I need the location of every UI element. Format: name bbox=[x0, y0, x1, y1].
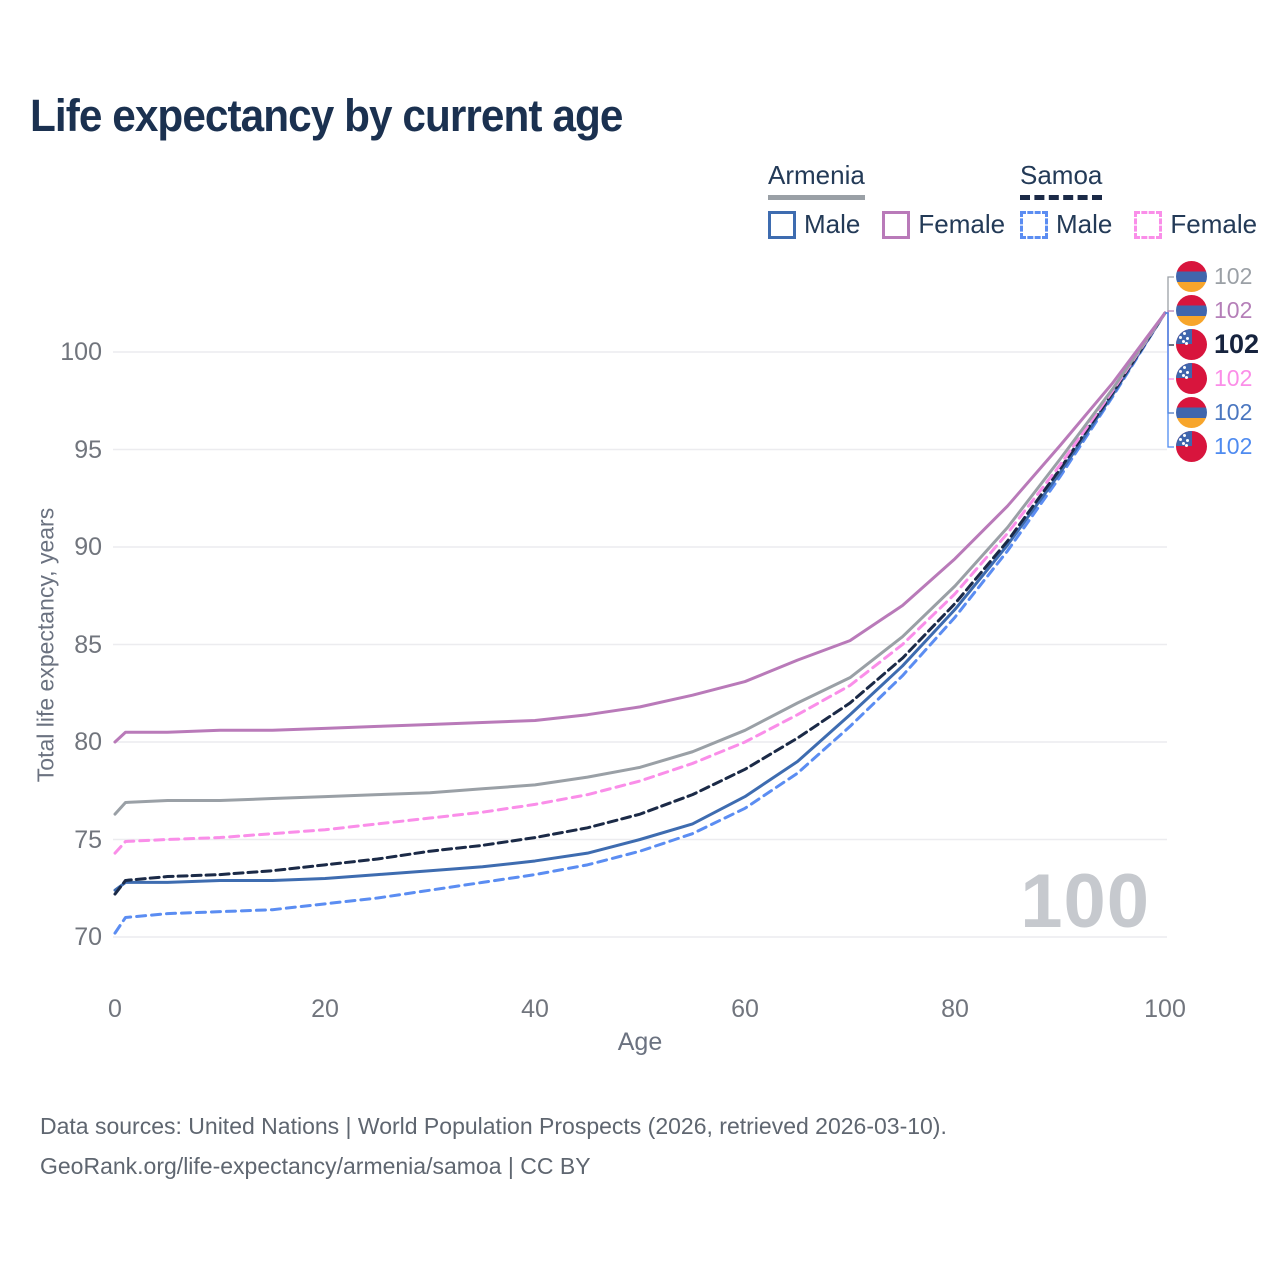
x-tick-0: 0 bbox=[108, 995, 122, 1023]
y-tick-75: 75 bbox=[74, 825, 102, 854]
legend-label-samoa-male: Male bbox=[1056, 209, 1113, 239]
flag-armenia-icon bbox=[1176, 397, 1207, 428]
endpoint-connector-1 bbox=[1165, 276, 1174, 314]
series-line-samoa-male bbox=[113, 311, 1167, 935]
page-title: Life expectancy by current age bbox=[30, 90, 623, 141]
x-tick-80: 80 bbox=[941, 995, 969, 1023]
legend-label-armenia-female: Female bbox=[918, 209, 1006, 239]
y-axis-title: Total life expectancy, years bbox=[32, 507, 59, 783]
endpoint-row-samoa-female: 102 bbox=[1176, 363, 1252, 394]
endpoint-value: 102 bbox=[1214, 433, 1253, 459]
series-line-armenia-female bbox=[113, 311, 1167, 744]
series-line-armenia bbox=[113, 311, 1167, 816]
y-tick-100: 100 bbox=[60, 338, 102, 366]
armenia-female-swatch-icon bbox=[882, 210, 911, 239]
y-tick-70: 70 bbox=[74, 923, 102, 951]
legend-group-armenia: Armenia Male Female bbox=[768, 160, 1005, 240]
armenia-male-swatch-icon bbox=[768, 210, 796, 239]
footer: Data sources: United Nations | World Pop… bbox=[40, 1106, 947, 1186]
endpoint-row-armenia: 102 bbox=[1176, 261, 1252, 292]
flag-armenia-icon bbox=[1176, 261, 1207, 292]
legend-item-samoa-male[interactable]: Male bbox=[1020, 209, 1112, 240]
flag-armenia-icon bbox=[1176, 295, 1207, 326]
legend-item-samoa-female[interactable]: Female bbox=[1134, 209, 1257, 240]
x-tick-100: 100 bbox=[1144, 995, 1186, 1023]
x-tick-40: 40 bbox=[521, 995, 549, 1023]
endpoint-row-armenia-male: 102 bbox=[1176, 397, 1252, 428]
legend-title-armenia[interactable]: Armenia bbox=[768, 160, 865, 200]
legend-items-armenia: Male Female bbox=[768, 209, 1005, 240]
current-age-watermark: 100 bbox=[1020, 859, 1150, 944]
endpoint-value: 102 bbox=[1214, 365, 1253, 391]
flag-samoa-icon bbox=[1176, 329, 1207, 360]
legend-item-armenia-male[interactable]: Male bbox=[768, 209, 860, 240]
endpoint-value: 102 bbox=[1214, 329, 1260, 359]
y-tick-85: 85 bbox=[74, 630, 102, 659]
chart-canvas bbox=[113, 276, 1174, 938]
series-line-armenia-male bbox=[113, 311, 1167, 892]
flag-samoa-icon bbox=[1176, 431, 1207, 462]
series-line-samoa-female bbox=[113, 311, 1167, 855]
samoa-male-swatch-icon bbox=[1020, 210, 1048, 239]
y-tick-80: 80 bbox=[74, 728, 102, 756]
legend-items-samoa: Male Female bbox=[1020, 209, 1257, 240]
endpoint-connector-6 bbox=[1165, 312, 1174, 448]
endpoint-value: 102 bbox=[1214, 297, 1253, 323]
endpoint-connector-3 bbox=[1165, 312, 1174, 346]
endpoint-row-armenia-female: 102 bbox=[1176, 295, 1252, 326]
endpoint-connector-4 bbox=[1165, 312, 1174, 380]
legend-title-samoa[interactable]: Samoa bbox=[1020, 160, 1103, 200]
x-axis-title: Age bbox=[617, 1028, 663, 1056]
endpoint-row-samoa: 102 bbox=[1176, 329, 1259, 360]
samoa-female-swatch-icon bbox=[1134, 210, 1163, 239]
x-tick-60: 60 bbox=[731, 995, 759, 1023]
x-tick-20: 20 bbox=[311, 995, 339, 1023]
legend-label-armenia-male: Male bbox=[804, 209, 861, 239]
legend-item-armenia-female[interactable]: Female bbox=[882, 209, 1005, 240]
y-tick-90: 90 bbox=[74, 533, 102, 561]
footer-data-sources: Data sources: United Nations | World Pop… bbox=[40, 1113, 947, 1139]
endpoint-value: 102 bbox=[1214, 399, 1253, 425]
flag-samoa-icon bbox=[1176, 363, 1207, 394]
y-tick-95: 95 bbox=[74, 435, 102, 464]
endpoint-row-samoa-male: 102 bbox=[1176, 431, 1252, 462]
legend-group-samoa: Samoa Male Female bbox=[1020, 160, 1257, 240]
footer-attribution: GeoRank.org/life-expectancy/armenia/samo… bbox=[40, 1153, 591, 1179]
series-line-samoa bbox=[113, 311, 1167, 896]
endpoint-value: 102 bbox=[1214, 263, 1253, 289]
legend-label-samoa-female: Female bbox=[1170, 209, 1258, 239]
endpoint-connector-5 bbox=[1165, 312, 1174, 414]
